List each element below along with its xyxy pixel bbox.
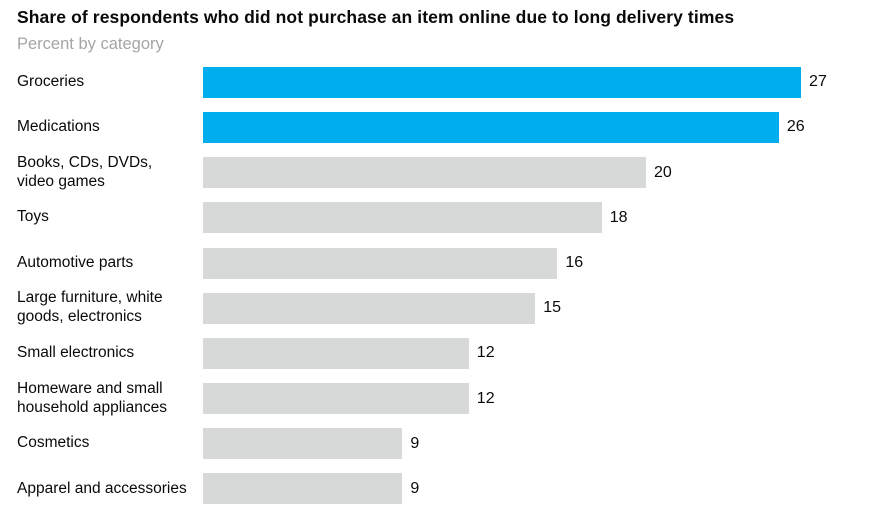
- bar: [203, 157, 646, 189]
- category-label: Cosmetics: [17, 434, 90, 452]
- bar-track: 9: [203, 466, 878, 511]
- value-label: 9: [410, 434, 420, 452]
- chart-row: Large furniture, white goods, electronic…: [0, 286, 878, 331]
- bar-track: 12: [203, 331, 878, 376]
- chart-page: Share of respondents who did not purchas…: [0, 7, 878, 519]
- category-label: Automotive parts: [17, 253, 134, 271]
- value-label: 20: [654, 163, 672, 181]
- bar-track: 12: [203, 376, 878, 421]
- bar-track: 27: [203, 60, 878, 105]
- chart-row: Cosmetics 9: [0, 421, 878, 466]
- bar-chart: Groceries 27 Medications 26 Books, CDs, …: [0, 60, 878, 512]
- category-label: Apparel and accessories: [17, 479, 187, 497]
- bar: [203, 383, 469, 415]
- bar-track: 26: [203, 105, 878, 150]
- value-label: 16: [565, 254, 584, 272]
- chart-title: Share of respondents who did not purchas…: [17, 7, 735, 27]
- bar-track: 18: [203, 195, 878, 240]
- value-label: 26: [786, 118, 805, 136]
- chart-row: Apparel and accessories 9: [0, 466, 878, 511]
- bar: [203, 247, 558, 279]
- bar: [203, 202, 602, 234]
- bar: [203, 111, 779, 143]
- chart-row: Groceries 27: [0, 60, 878, 105]
- category-label: Groceries: [17, 72, 85, 90]
- bar: [203, 337, 469, 369]
- bar: [203, 428, 403, 460]
- value-label: 9: [410, 479, 420, 497]
- chart-subtitle: Percent by category: [17, 34, 164, 53]
- bar: [203, 292, 536, 324]
- chart-row: Small electronics 12: [0, 331, 878, 376]
- category-label: Small electronics: [17, 343, 135, 361]
- value-label: 15: [543, 299, 562, 317]
- value-label: 12: [476, 389, 495, 407]
- bar-track: 20: [203, 150, 878, 195]
- chart-row: Medications 26: [0, 105, 878, 150]
- category-label: Toys: [17, 208, 49, 226]
- chart-row: Automotive parts 16: [0, 240, 878, 285]
- value-label: 12: [476, 344, 495, 362]
- bar-track: 9: [203, 421, 878, 466]
- category-label: Books, CDs, DVDs, video games: [17, 153, 153, 190]
- bar-track: 15: [203, 286, 878, 331]
- bar: [203, 473, 403, 505]
- bar-track: 16: [203, 240, 878, 285]
- bar: [203, 66, 802, 98]
- category-label: Medications: [17, 118, 100, 135]
- chart-row: Toys 18: [0, 195, 878, 240]
- chart-row: Homeware and small household appliances …: [0, 376, 878, 421]
- chart-row: Books, CDs, DVDs, video games 20: [0, 150, 878, 195]
- category-label: Homeware and small household appliances: [17, 379, 167, 416]
- category-label: Large furniture, white goods, electronic…: [17, 289, 163, 326]
- value-label: 27: [809, 73, 827, 91]
- value-label: 18: [609, 208, 628, 226]
